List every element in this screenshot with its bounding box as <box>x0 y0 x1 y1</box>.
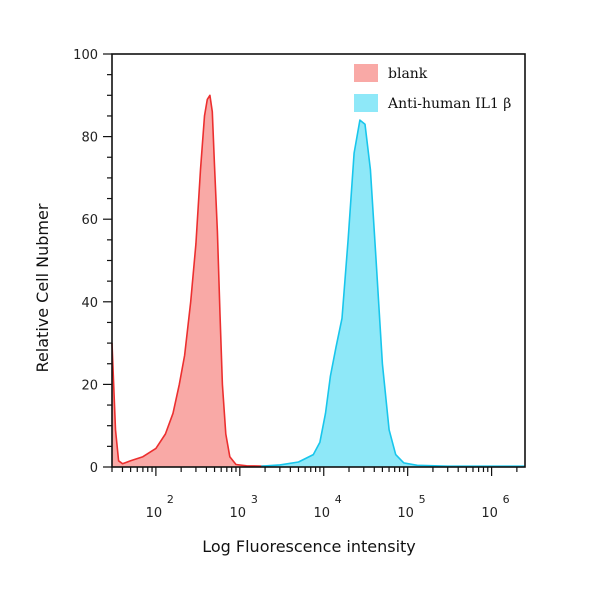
y-tick-label: 20 <box>81 378 98 393</box>
plot-frame <box>111 53 526 468</box>
x-axis-title: Log Fluorescence intensity <box>202 537 416 556</box>
x-tick-label: 10 <box>230 506 247 521</box>
x-tick-label: 10 <box>313 506 330 521</box>
y-tick-label: 40 <box>81 296 98 311</box>
y-tick-label: 80 <box>81 131 98 146</box>
x-tick-exponent: 5 <box>419 493 426 506</box>
legend-swatch-1 <box>354 94 378 112</box>
x-tick-label: 10 <box>146 506 163 521</box>
x-tick-label: 10 <box>481 506 498 521</box>
x-tick-exponent: 3 <box>251 493 258 506</box>
x-axis: 10 2 10 3 10 4 10 5 10 6 <box>111 467 518 521</box>
series-area-1 <box>261 120 525 467</box>
x-tick-exponent: 6 <box>503 493 510 506</box>
plot-area <box>111 94 525 468</box>
y-tick-label: 100 <box>73 48 98 63</box>
series-line-0 <box>111 94 266 467</box>
y-axis: 0 20 40 60 80 100 <box>73 48 112 476</box>
legend-label-0: blank <box>388 66 428 82</box>
x-tick-exponent: 4 <box>335 493 342 506</box>
legend-label-1: Anti-human IL1 β <box>387 96 511 112</box>
legend-swatch-0 <box>354 64 378 82</box>
series-line-1 <box>261 119 525 467</box>
x-tick-label: 10 <box>397 506 414 521</box>
y-tick-label: 0 <box>90 461 98 476</box>
y-tick-label: 60 <box>81 213 98 228</box>
y-axis-title: Relative Cell Nubmer <box>33 203 52 372</box>
x-tick-exponent: 2 <box>167 493 174 506</box>
series-area-0 <box>112 95 266 468</box>
legend: blank Anti-human IL1 β <box>354 64 511 112</box>
